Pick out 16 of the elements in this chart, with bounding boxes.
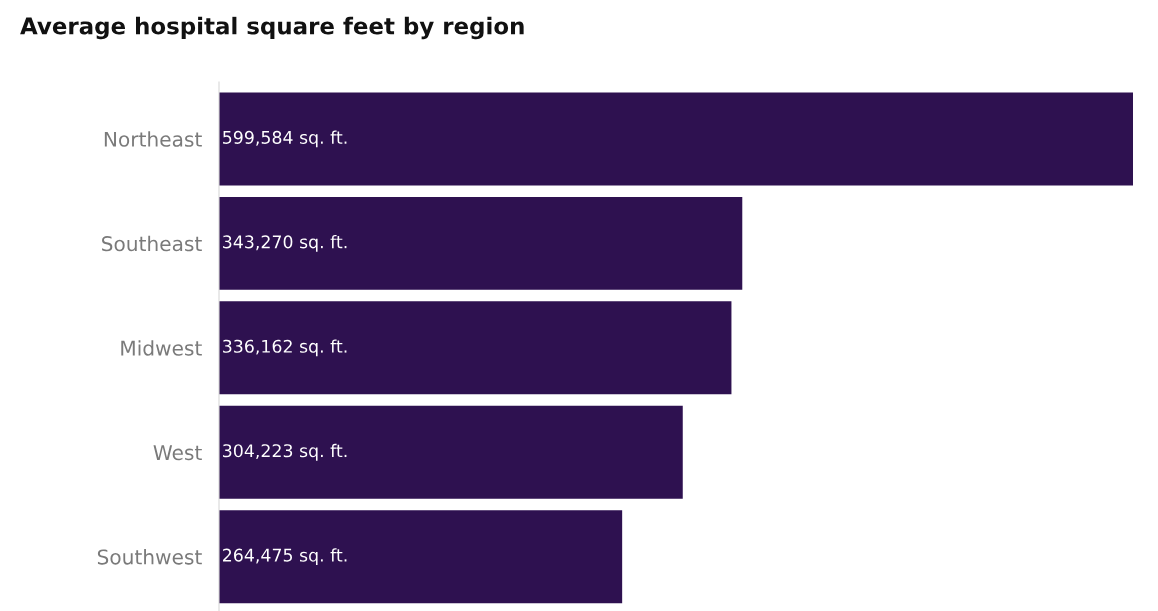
data-label: 343,270 sq. ft. bbox=[223, 234, 347, 252]
y-tick-label: Northeast bbox=[104, 131, 202, 147]
y-tick-label: Midwest bbox=[121, 340, 202, 356]
bar bbox=[219, 510, 623, 604]
bar bbox=[219, 196, 743, 290]
bar bbox=[219, 92, 1133, 186]
bar bbox=[219, 301, 732, 395]
data-label: 599,584 sq. ft. bbox=[223, 130, 347, 148]
y-tick-label: Southwest bbox=[97, 549, 202, 565]
y-tick-label: Southeast bbox=[102, 235, 202, 252]
data-label: 304,223 sq. ft. bbox=[223, 443, 347, 461]
y-tick-label: West bbox=[153, 445, 202, 461]
data-label: 336,162 sq. ft. bbox=[223, 339, 347, 357]
bar bbox=[219, 405, 683, 499]
data-label: 264,475 sq. ft. bbox=[223, 548, 347, 566]
chart-title: Average hospital square feet by region bbox=[20, 16, 524, 40]
